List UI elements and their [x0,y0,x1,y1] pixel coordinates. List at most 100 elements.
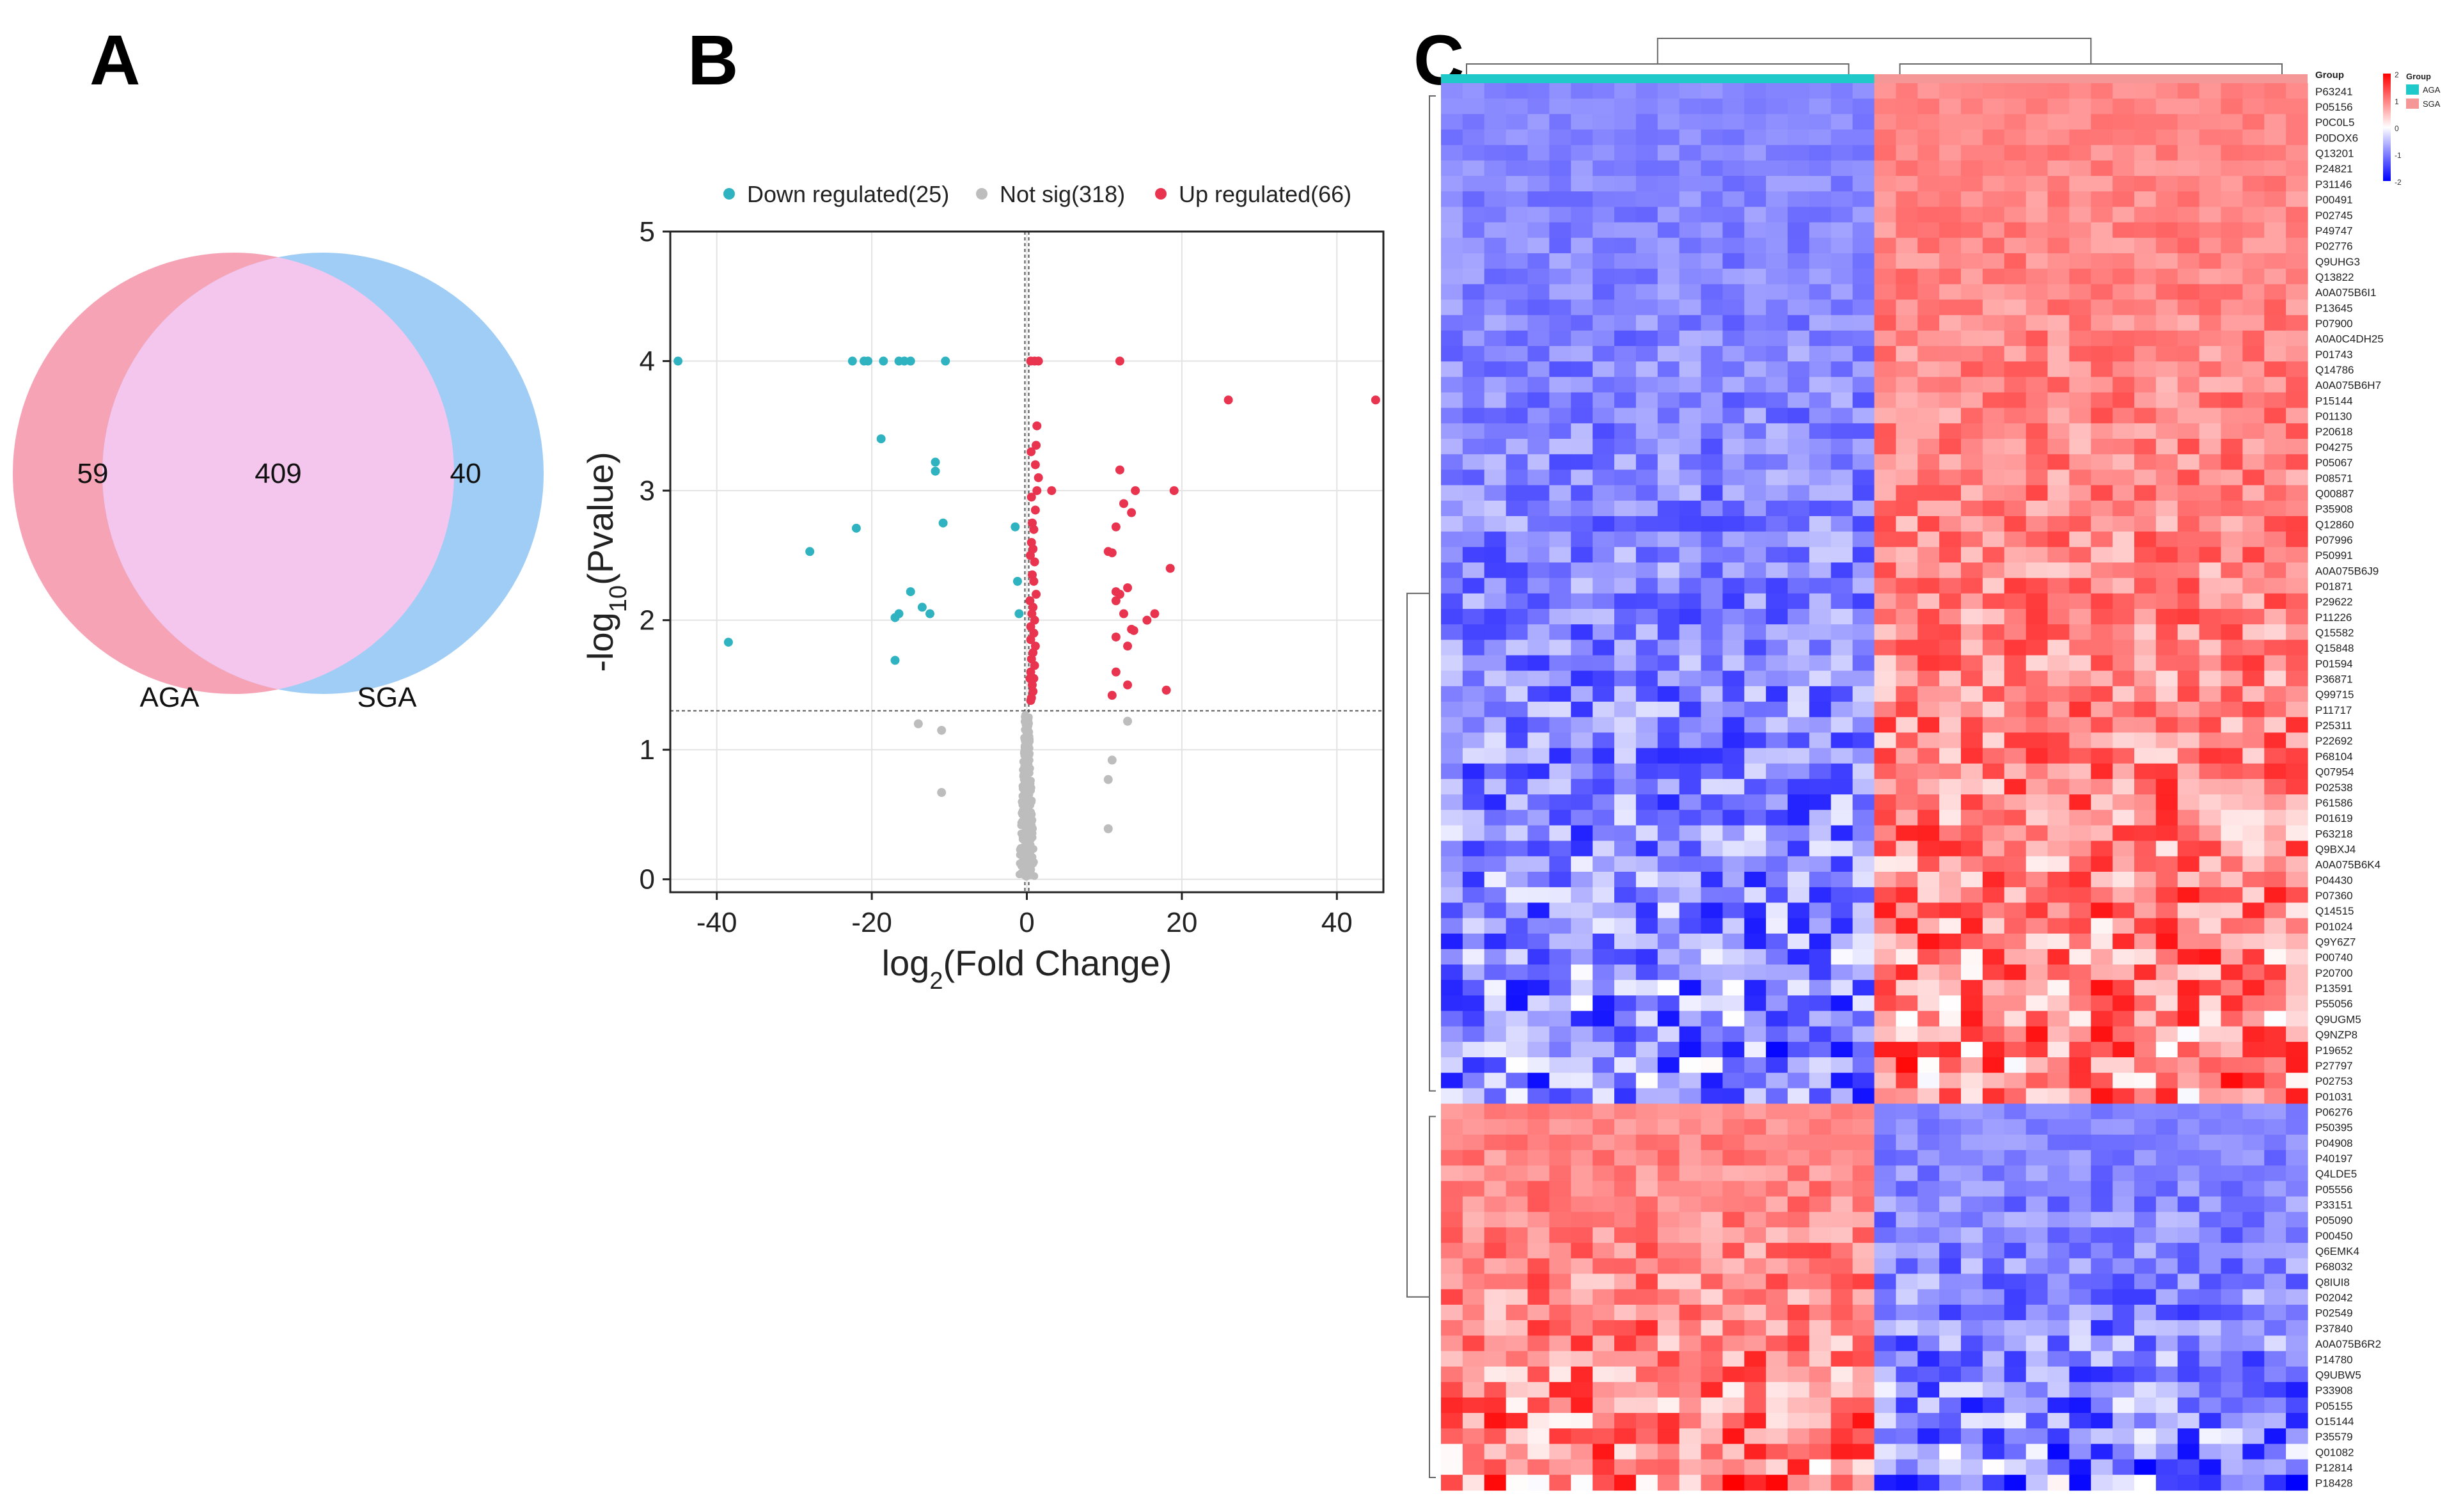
heatmap-cell [1766,330,1788,347]
heatmap-cell [1961,361,1983,377]
heatmap-cell [1722,670,1745,687]
heatmap-cell [1657,593,1680,610]
heatmap-cell [1982,361,2005,377]
heatmap-cell [2264,871,2286,888]
heatmap-cell [1657,732,1680,749]
heatmap-cell [1874,454,1896,470]
heatmap-cell [1484,1474,1507,1491]
heatmap-cell [2026,222,2049,239]
heatmap-cell [2134,253,2157,269]
heatmap-cell [2047,269,2070,285]
heatmap-cell [1549,237,1571,254]
heatmap-cell [1788,918,1810,934]
heatmap-cell [1549,1474,1571,1491]
heatmap-cell [1571,902,1593,919]
point-down-regulated [900,356,909,366]
heatmap-cell [2177,1134,2200,1151]
heatmap-cell [2155,145,2178,161]
heatmap-cell [2047,1227,2070,1243]
heatmap-cell [1635,176,1658,192]
heatmap-cell [1917,299,1940,316]
heatmap-cell [2069,578,2091,594]
heatmap-cell [2047,702,2070,718]
heatmap-cell [2026,1474,2049,1491]
heatmap-cell [1614,1444,1637,1460]
heatmap-cell [2242,516,2265,532]
heatmap-cell [2069,532,2091,547]
heatmap-cell [1549,423,1571,439]
heatmap-cell [1852,1273,1875,1290]
heatmap-cell [2069,810,2091,826]
heatmap-cell [2026,608,2049,625]
heatmap-cell [1484,1351,1507,1367]
color-scale-tick: 2 [2395,70,2399,79]
heatmap-cell [1766,732,1788,749]
heatmap-cell [1614,980,1637,996]
heatmap-cell [1614,702,1637,718]
heatmap-cell [1830,856,1853,872]
heatmap-cell [2264,345,2286,362]
heatmap-cell [1896,1243,1918,1259]
heatmap-cell [1614,532,1637,547]
heatmap-cell [1939,1459,1962,1476]
heatmap-cell [1766,407,1788,424]
heatmap-cell [1527,1103,1550,1120]
heatmap-cell [1527,500,1550,517]
heatmap-cell [1679,871,1702,888]
point-down-regulated [931,466,940,476]
heatmap-cell [1701,965,1723,980]
heatmap-cell [2155,902,2178,919]
heatmap-cell [1852,640,1875,656]
heatmap-cell [1939,593,1962,610]
heatmap-cell [1701,1243,1723,1259]
heatmap-cell [2047,562,2070,579]
heatmap-cell [2004,114,2027,130]
heatmap-cell [2091,532,2113,547]
heatmap-cell [1722,1196,1745,1213]
heatmap-cell [1635,608,1658,625]
heatmap-cell [1982,392,2005,409]
heatmap-cell [2177,778,2200,795]
heatmap-cell [1830,361,1853,377]
heatmap-cell [1549,949,1571,965]
heatmap-cell [1982,269,2005,285]
heatmap-cell [1788,902,1810,919]
heatmap-cell [1961,1243,1983,1259]
heatmap-cell [1896,856,1918,872]
heatmap-cell [1506,83,1529,99]
heatmap-cell [1614,345,1637,362]
heatmap-cell [1635,392,1658,409]
point-up-regulated [1034,356,1043,366]
heatmap-cell [2264,500,2286,517]
point-up-regulated [1161,686,1171,695]
heatmap-cell [1788,1073,1810,1089]
heatmap-cell [1657,330,1680,347]
heatmap-cell [1809,1366,1832,1383]
heatmap-cell [2199,207,2222,223]
heatmap-cell [2264,269,2286,285]
heatmap-cell [2113,1304,2135,1321]
heatmap-cell [1830,1382,1853,1398]
heatmap-cell [1657,1397,1680,1414]
heatmap-cell [1982,1088,2005,1105]
heatmap-cell [2286,717,2308,733]
heatmap-cell [2113,485,2135,501]
heatmap-cell [1744,1211,1767,1228]
heatmap-cell [1679,686,1702,702]
heatmap-cell [2026,1304,2049,1321]
heatmap-cell [2047,578,2070,594]
heatmap-cell [1484,237,1507,254]
heatmap-cell [1441,1211,1463,1228]
heatmap-cell [2177,315,2200,331]
heatmap-cell [2286,1413,2308,1429]
heatmap-cell [1744,1088,1767,1105]
heatmap-cell [1484,965,1507,980]
heatmap-cell [2286,995,2308,1012]
heatmap-cell [1527,578,1550,594]
heatmap-cell [1527,1397,1550,1414]
heatmap-cell [2026,145,2049,161]
heatmap-cell [1593,1397,1615,1414]
heatmap-cell [1679,918,1702,934]
heatmap-cell [2047,1026,2070,1043]
heatmap-cell [2221,748,2243,764]
